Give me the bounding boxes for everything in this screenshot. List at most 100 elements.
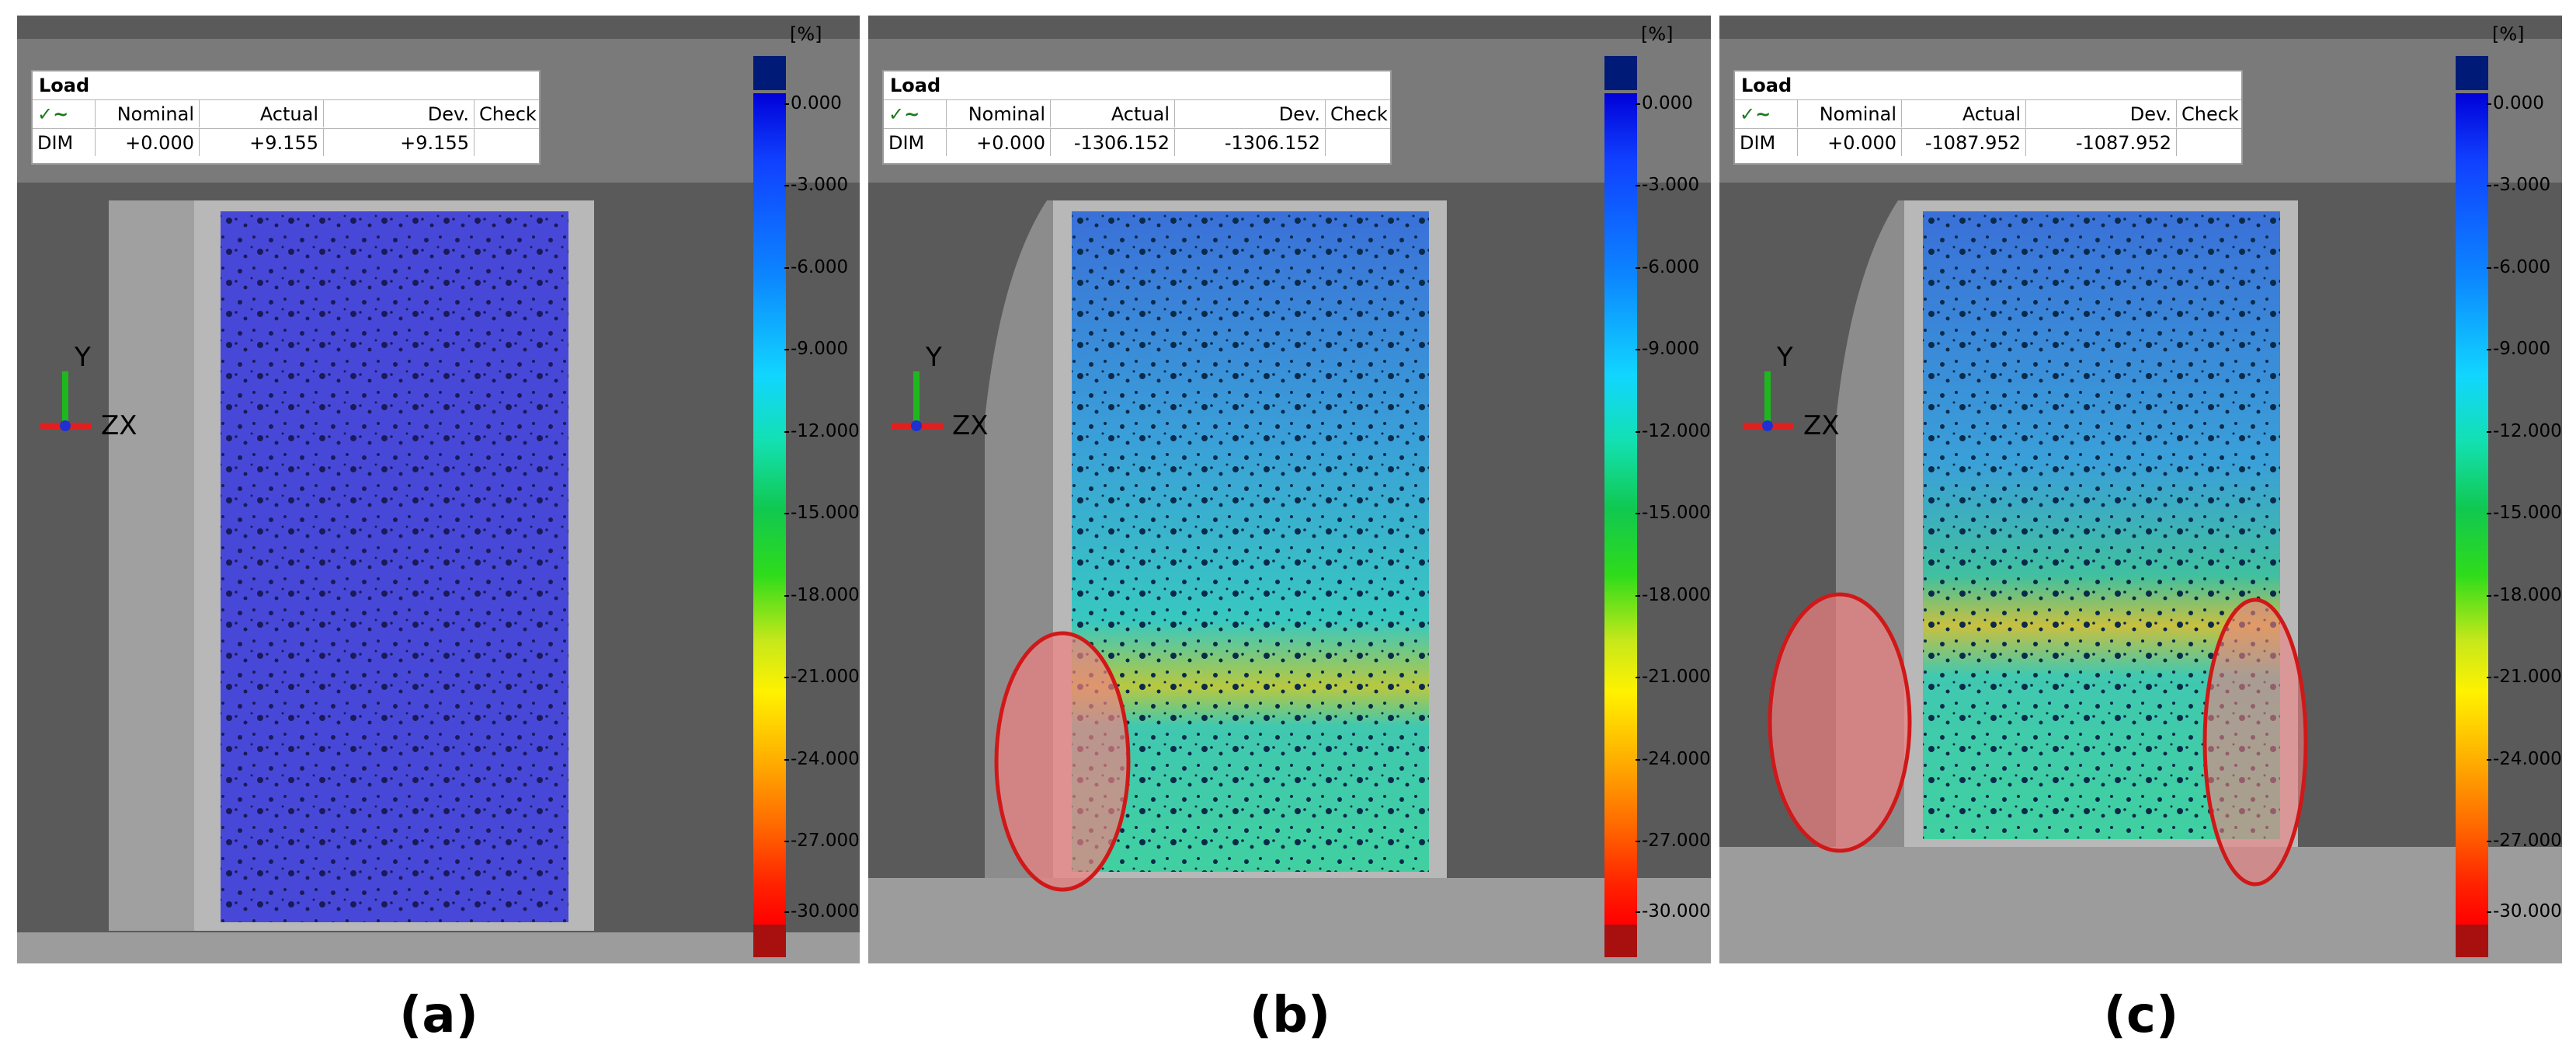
- colorbar-tick: -12.000: [2487, 421, 2562, 441]
- specimen-viewport[interactable]: [868, 16, 1711, 963]
- colorbar-tick: -12.000: [784, 421, 860, 441]
- colorbar-tick: -27.000: [784, 831, 860, 851]
- colorbar-tick: -27.000: [1636, 831, 1711, 851]
- speckle-pattern: [1072, 211, 1429, 872]
- colorbar-tick: -18.000: [1636, 585, 1711, 605]
- colorbar-tick: -24.000: [784, 749, 860, 769]
- colorbar-tick: -3.000: [784, 175, 849, 195]
- colorbar-tick: -3.000: [2486, 175, 2551, 195]
- header-actual: Actual: [1901, 99, 2025, 127]
- colorbar-tick: -21.000: [1636, 667, 1711, 687]
- specimen-viewport[interactable]: [1719, 16, 2562, 963]
- specimen-viewport[interactable]: [17, 16, 860, 963]
- damage-highlight-ellipse: [1768, 592, 1912, 853]
- axis-y-label: Y: [926, 342, 942, 373]
- axis-triad: [1743, 371, 1794, 431]
- colorbar-tick: -21.000: [784, 667, 860, 687]
- colorbar: [%] 0.000 -3.000 -6.000 -9.000 -12.000 -…: [1598, 16, 1711, 963]
- row-actual: -1087.952: [1901, 128, 2025, 156]
- load-table-title: Load: [39, 75, 90, 96]
- header-actual: Actual: [1050, 99, 1174, 127]
- row-dev: -1306.152: [1174, 128, 1325, 156]
- colorbar-tick: -30.000: [2487, 901, 2562, 921]
- check-status-icon: ✓~: [37, 103, 69, 125]
- load-table-header-row: ✓~ Nominal Actual Dev. Check: [884, 99, 1390, 129]
- colorbar-unit: [%]: [1641, 23, 1674, 45]
- header-check: Check: [474, 99, 539, 127]
- header-nominal: Nominal: [946, 99, 1050, 127]
- specimen-side: [109, 200, 194, 931]
- row-dev: -1087.952: [2025, 128, 2176, 156]
- colorbar-tick: 0.000: [2487, 93, 2544, 113]
- row-name: DIM: [33, 128, 95, 156]
- panel-label-c: (c): [2103, 987, 2179, 1044]
- colorbar-tick: -18.000: [784, 585, 860, 605]
- colorbar-overflow-bottom: [2456, 925, 2488, 957]
- row-nominal: +0.000: [1797, 128, 1901, 156]
- load-header-icon[interactable]: ✓~: [33, 99, 95, 127]
- bottom-fixture: [17, 932, 860, 963]
- header-nominal: Nominal: [95, 99, 199, 127]
- colorbar-tick: -27.000: [2487, 831, 2562, 851]
- header-actual: Actual: [199, 99, 323, 127]
- specimen-scene: [1719, 16, 2562, 963]
- header-check: Check: [1325, 99, 1390, 127]
- load-header-icon[interactable]: ✓~: [884, 99, 946, 127]
- colorbar-tick: -18.000: [2487, 585, 2562, 605]
- colorbar-tick: -30.000: [1636, 901, 1711, 921]
- colorbar-tick: -3.000: [1635, 175, 1700, 195]
- axis-y-label: Y: [75, 342, 91, 373]
- row-name: DIM: [1735, 128, 1797, 156]
- load-table[interactable]: Load ✓~ Nominal Actual Dev. Check DIM +0…: [31, 70, 541, 165]
- load-table-title: Load: [1741, 75, 1792, 96]
- damage-highlight-ellipse: [2202, 597, 2308, 887]
- colorbar-unit: [%]: [790, 23, 822, 45]
- bottom-fixture: [868, 878, 1711, 963]
- colorbar-tick: -6.000: [784, 257, 849, 277]
- colorbar-tick: -30.000: [784, 901, 860, 921]
- colorbar-tick: -15.000: [2487, 503, 2562, 523]
- colorbar-tick: -21.000: [2487, 667, 2562, 687]
- row-check: [1325, 128, 1390, 156]
- colorbar-tick: -24.000: [2487, 749, 2562, 769]
- check-status-icon: ✓~: [888, 103, 920, 125]
- colorbar-tick: -9.000: [2486, 339, 2551, 359]
- bottom-fixture: [1719, 847, 2562, 963]
- row-check: [2176, 128, 2241, 156]
- colorbar-tick: -6.000: [2486, 257, 2551, 277]
- load-table[interactable]: Load ✓~ Nominal Actual Dev. Check DIM +0…: [1733, 70, 2243, 165]
- colorbar-overflow-bottom: [1604, 925, 1637, 957]
- axis-zx-label: ZX: [952, 410, 989, 441]
- row-actual: -1306.152: [1050, 128, 1174, 156]
- load-table-row[interactable]: DIM +0.000 -1306.152 -1306.152: [884, 128, 1390, 158]
- colorbar-tick: -9.000: [1635, 339, 1700, 359]
- load-table-header-row: ✓~ Nominal Actual Dev. Check: [1735, 99, 2241, 129]
- load-table-header-row: ✓~ Nominal Actual Dev. Check: [33, 99, 539, 129]
- check-status-icon: ✓~: [1740, 103, 1771, 125]
- header-dev: Dev.: [1174, 99, 1325, 127]
- colorbar-overflow-top: [1604, 56, 1637, 90]
- load-table-row[interactable]: DIM +0.000 -1087.952 -1087.952: [1735, 128, 2241, 158]
- colorbar-tick: -15.000: [1636, 503, 1711, 523]
- speckle-pattern: [221, 211, 568, 922]
- load-header-icon[interactable]: ✓~: [1735, 99, 1797, 127]
- panel-a: Y ZX Load ✓~ Nominal Actual Dev. Check D…: [17, 16, 860, 963]
- header-dev: Dev.: [2025, 99, 2176, 127]
- colorbar-tick: -12.000: [1636, 421, 1711, 441]
- row-nominal: +0.000: [946, 128, 1050, 156]
- colorbar-unit: [%]: [2492, 23, 2525, 45]
- axis-triad: [40, 371, 92, 431]
- colorbar-tick: 0.000: [1636, 93, 1693, 113]
- header-dev: Dev.: [323, 99, 474, 127]
- axis-zx-label: ZX: [1803, 410, 1840, 441]
- load-table-row[interactable]: DIM +0.000 +9.155 +9.155: [33, 128, 539, 158]
- axis-zx-label: ZX: [101, 410, 137, 441]
- row-check: [474, 128, 539, 156]
- colorbar-overflow-bottom: [753, 925, 786, 957]
- row-name: DIM: [884, 128, 946, 156]
- colorbar-tick: -9.000: [784, 339, 849, 359]
- row-dev: +9.155: [323, 128, 474, 156]
- load-table[interactable]: Load ✓~ Nominal Actual Dev. Check DIM +0…: [882, 70, 1392, 165]
- panel-c: Y ZX Load ✓~ Nominal Actual Dev. Check D…: [1719, 16, 2562, 963]
- axis-y-label: Y: [1777, 342, 1793, 373]
